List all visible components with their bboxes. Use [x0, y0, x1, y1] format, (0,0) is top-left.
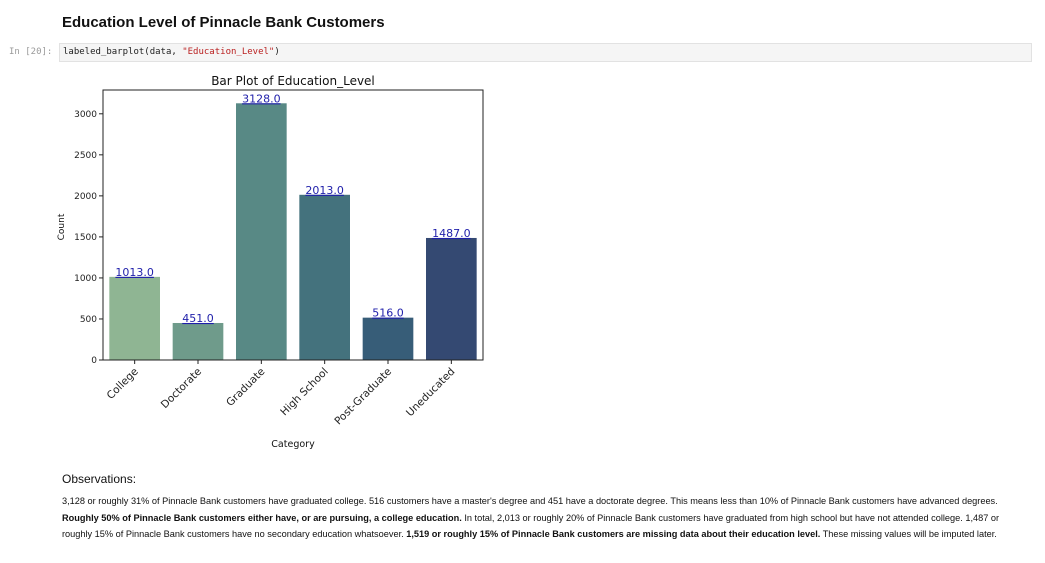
- x-tick-label: Uneducated: [404, 366, 457, 419]
- observation-highlight: Roughly 50% of Pinnacle Bank customers e…: [62, 512, 462, 523]
- y-tick-label: 1500: [74, 233, 97, 243]
- bar-high-school: [299, 194, 350, 360]
- y-tick-label: 0: [91, 356, 97, 366]
- bar-value-label: 1013.0: [115, 266, 153, 279]
- bar-graduate: [236, 103, 287, 360]
- bar-value-label: 3128.0: [242, 92, 280, 105]
- bar-doctorate: [172, 322, 224, 360]
- y-tick-label: 500: [80, 315, 97, 325]
- x-tick-label: High School: [278, 366, 331, 419]
- y-tick-label: 2500: [74, 151, 97, 161]
- observation-highlight: 1,519 or roughly 15% of Pinnacle Bank cu…: [406, 529, 821, 539]
- observations-title: Observations:: [62, 472, 137, 486]
- y-tick-label: 3000: [74, 110, 97, 120]
- x-tick-label: Post-Graduate: [332, 366, 394, 428]
- x-axis-label: Category: [271, 439, 315, 450]
- y-axis-ticks: 0 500 1000 1500 2000 2500 3000: [74, 110, 103, 366]
- cell-prompt: In [20]:: [9, 47, 53, 57]
- bar-value-label: 516.0: [372, 307, 404, 320]
- bar-college: [109, 276, 160, 360]
- y-axis-label: Count: [57, 213, 67, 240]
- observation-sentence: In total, 2,013 or roughly 20% of Pinnac…: [62, 512, 1000, 540]
- bars: [109, 103, 477, 360]
- y-tick-label: 1000: [74, 274, 97, 284]
- code-string-arg: "Education_Level": [182, 47, 275, 57]
- x-tick-label: Graduate: [224, 366, 267, 409]
- code-cell[interactable]: labeled_barplot(data, "Education_Level"): [59, 43, 1032, 62]
- x-tick-label: College: [105, 366, 141, 402]
- bar-value-label: 2013.0: [305, 184, 344, 197]
- bar-chart: Bar Plot of Education_Level Count Catego…: [57, 74, 484, 450]
- bar-value-label: 451.0: [182, 312, 214, 325]
- chart-title: Bar Plot of Education_Level: [211, 74, 375, 88]
- observation-sentence: 3,128 or roughly 31% of Pinnacle Bank cu…: [62, 496, 998, 506]
- x-tick-label: Doctorate: [159, 366, 204, 411]
- y-tick-label: 2000: [74, 192, 97, 202]
- code-close-paren: ): [274, 47, 280, 57]
- plot-frame: [102, 89, 484, 361]
- bar-post-graduate: [362, 317, 414, 360]
- value-labels: 1013.0 451.0 3128.0 2013.0 516.0 1487.0: [115, 92, 470, 325]
- code-function: labeled_barplot(data,: [63, 47, 183, 57]
- bar-value-label: 1487.0: [432, 227, 471, 240]
- code-line: labeled_barplot(data, "Education_Level"): [63, 47, 280, 57]
- observations-text: 3,128 or roughly 31% of Pinnacle Bank cu…: [62, 493, 1022, 543]
- x-axis-ticks: College Doctorate Graduate High School Post-…: [105, 360, 457, 428]
- section-heading: Education Level of Pinnacle Bank Custome…: [62, 14, 385, 31]
- observation-sentence: These missing values will be imputed lat…: [820, 529, 997, 539]
- bar-uneducated: [426, 237, 477, 360]
